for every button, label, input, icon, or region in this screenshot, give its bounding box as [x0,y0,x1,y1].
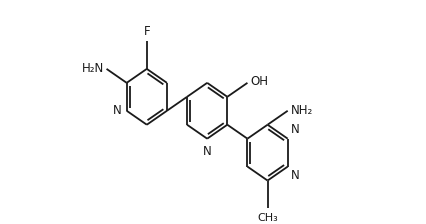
Text: NH₂: NH₂ [291,104,314,117]
Text: CH₃: CH₃ [257,213,278,223]
Text: N: N [291,123,300,136]
Text: F: F [144,25,150,38]
Text: N: N [203,145,212,158]
Text: N: N [291,169,300,182]
Text: H₂N: H₂N [82,62,104,75]
Text: N: N [112,104,121,117]
Text: OH: OH [250,75,268,88]
